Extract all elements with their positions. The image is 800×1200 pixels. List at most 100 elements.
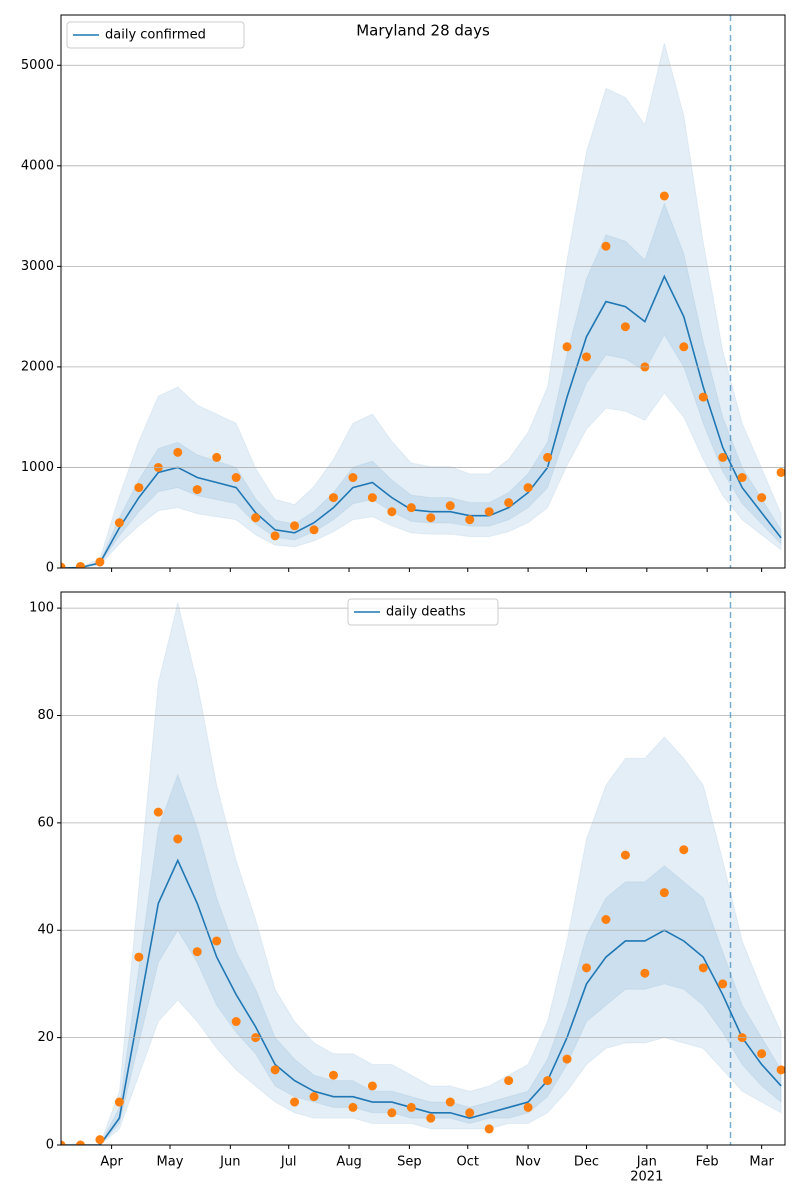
observed-point	[75, 561, 85, 568]
observed-point	[757, 1049, 767, 1059]
legend-box	[347, 598, 499, 626]
x-tick-label: Dec	[574, 1155, 599, 1170]
observed-point	[601, 915, 611, 925]
observed-point	[173, 447, 183, 457]
observed-point	[679, 845, 689, 855]
observed-point	[465, 1108, 475, 1118]
observed-point	[562, 342, 572, 352]
observed-point	[328, 493, 338, 503]
x-tick-label: Jul	[280, 1155, 297, 1170]
x-tick-label: Sep	[397, 1155, 422, 1170]
observed-point	[757, 493, 767, 503]
observed-point	[659, 191, 669, 201]
observed-point	[270, 1065, 280, 1075]
x-tick-label: Feb	[696, 1155, 719, 1170]
observed-point	[445, 1097, 455, 1107]
observed-point	[231, 473, 241, 483]
observed-point	[153, 807, 163, 817]
observed-point	[718, 979, 728, 989]
y-tick-label: 4000	[21, 158, 54, 173]
observed-point	[465, 515, 475, 525]
observed-point	[581, 963, 591, 973]
observed-point	[290, 1097, 300, 1107]
x-tick-label: May	[157, 1155, 184, 1170]
observed-point	[367, 493, 377, 503]
observed-point	[75, 1140, 85, 1145]
observed-point	[659, 888, 669, 898]
observed-point	[309, 525, 319, 535]
series-line	[61, 858, 782, 1145]
observed-point	[61, 562, 66, 568]
observed-point	[737, 473, 747, 483]
observed-point	[192, 485, 202, 495]
axes-frame	[60, 14, 786, 569]
legend: daily deaths	[347, 598, 499, 626]
observed-point	[95, 1135, 105, 1145]
observed-point	[484, 507, 494, 517]
observed-point	[309, 1092, 319, 1102]
observed-point	[134, 483, 144, 493]
observed-point	[543, 1076, 553, 1086]
observed-point	[776, 467, 785, 477]
observed-point	[270, 531, 280, 541]
x-tick-label: Jun	[219, 1155, 240, 1170]
observed-point	[426, 513, 436, 523]
y-tick-label: 100	[29, 601, 54, 616]
y-tick-label: 80	[37, 708, 54, 723]
observed-point	[445, 501, 455, 511]
x-tick-label: Aug	[336, 1155, 361, 1170]
observed-point	[406, 503, 416, 513]
legend-box	[66, 21, 245, 49]
observed-point	[251, 513, 261, 523]
observed-point	[134, 952, 144, 962]
observed-point	[173, 834, 183, 844]
observed-point	[620, 850, 630, 860]
observed-point	[61, 1140, 66, 1145]
observed-point	[328, 1070, 338, 1080]
observed-point	[231, 1017, 241, 1027]
y-tick-label: 0	[46, 561, 54, 576]
observed-point	[698, 963, 708, 973]
y-tick-label: 5000	[21, 58, 54, 73]
observed-point	[543, 452, 553, 462]
observed-point	[679, 342, 689, 352]
observed-point	[348, 1102, 358, 1112]
x-tick-sublabel: 2021	[630, 1170, 663, 1185]
y-tick-label: 1000	[21, 460, 54, 475]
observed-point	[776, 1065, 785, 1075]
y-tick-label: 0	[46, 1138, 54, 1153]
series-line	[61, 274, 782, 568]
observed-point	[601, 241, 611, 251]
observed-point	[406, 1102, 416, 1112]
legend-label: daily confirmed	[105, 28, 206, 43]
observed-point	[718, 452, 728, 462]
x-tick-label: Apr	[100, 1155, 123, 1170]
y-tick-label: 3000	[21, 259, 54, 274]
observed-point	[387, 1108, 397, 1118]
observed-point	[698, 392, 708, 402]
observed-point	[620, 322, 630, 332]
chart-title: Maryland 28 days	[356, 22, 490, 40]
observed-point	[95, 557, 105, 567]
band	[61, 43, 782, 568]
observed-point	[484, 1124, 494, 1134]
observed-point	[212, 936, 222, 946]
observed-point	[387, 507, 397, 517]
observed-point	[290, 521, 300, 531]
observed-point	[367, 1081, 377, 1091]
x-tick-label: Nov	[515, 1155, 541, 1170]
axes-frame	[60, 591, 786, 1146]
observed-point	[640, 968, 650, 978]
observed-point	[192, 947, 202, 957]
observed-point	[114, 1097, 124, 1107]
y-tick-label: 2000	[21, 359, 54, 374]
observed-point	[212, 452, 222, 462]
observed-point	[348, 473, 358, 483]
y-tick-label: 60	[37, 815, 54, 830]
observed-point	[426, 1113, 436, 1123]
legend: daily confirmed	[66, 21, 245, 49]
x-tick-label: Oct	[457, 1155, 479, 1170]
y-tick-label: 40	[37, 923, 54, 938]
observed-point	[504, 1076, 514, 1086]
